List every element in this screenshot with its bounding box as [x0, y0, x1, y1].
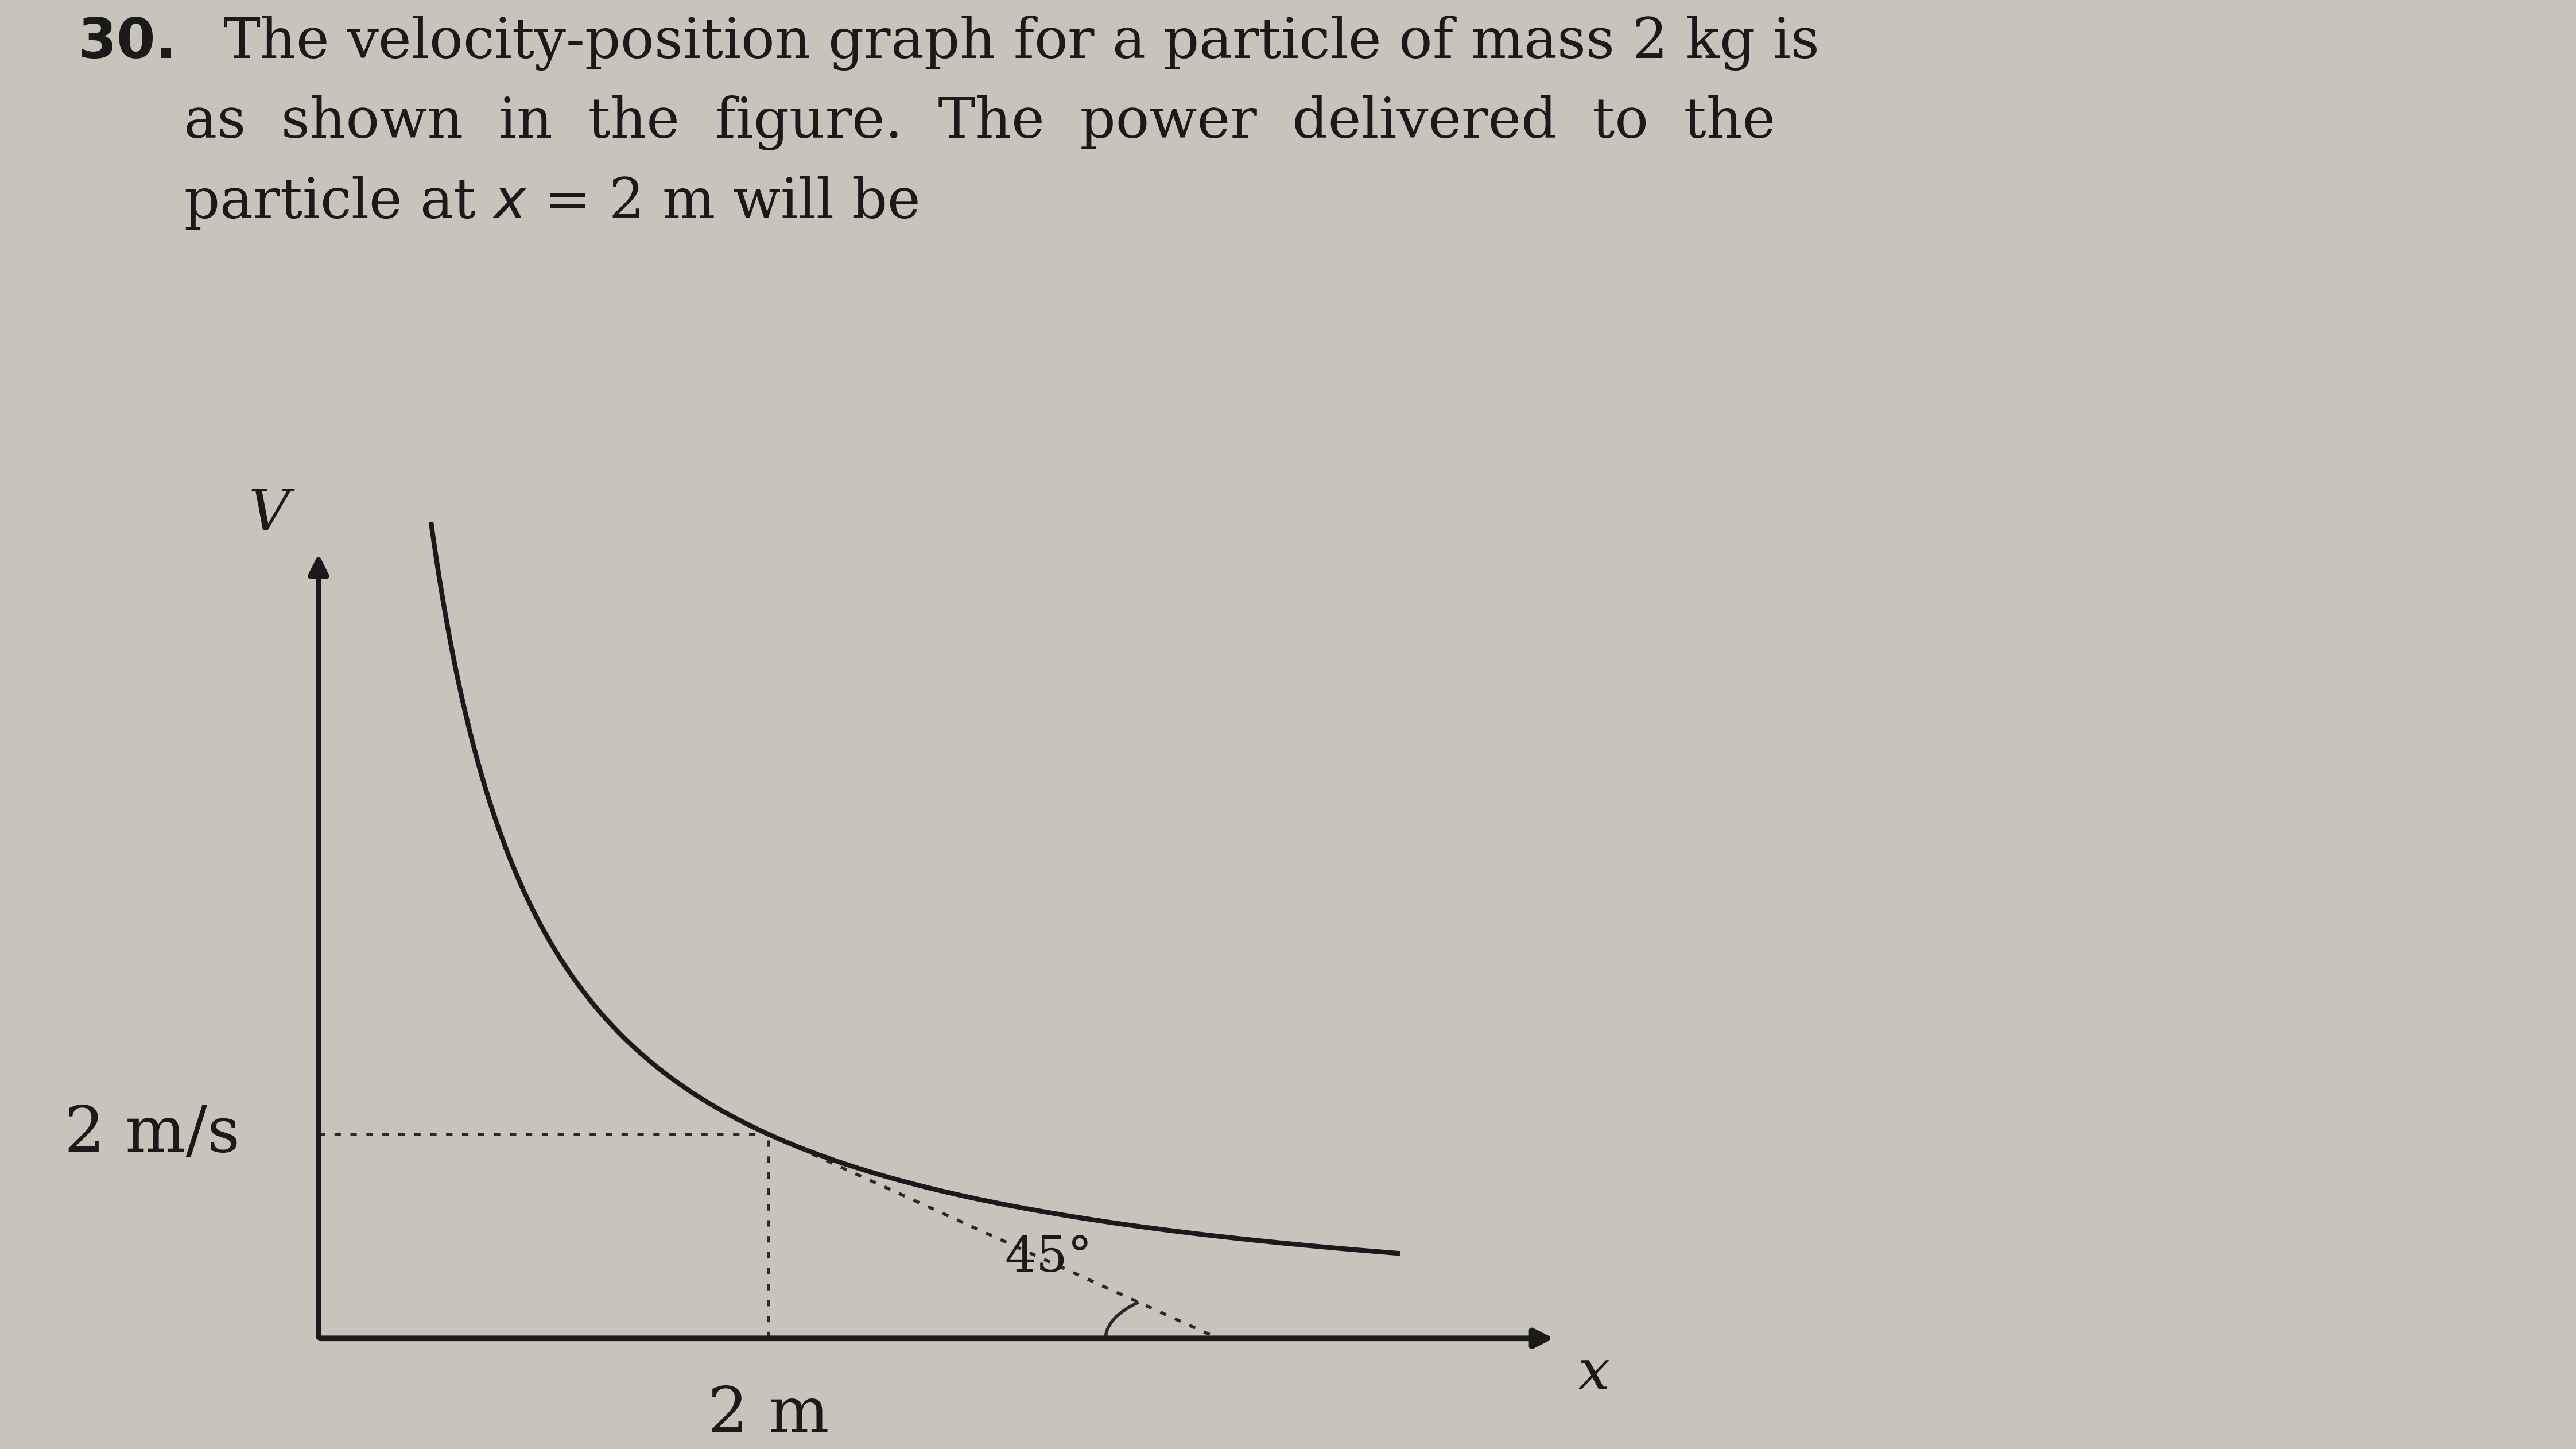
Text: 45°: 45° [1005, 1235, 1092, 1282]
Text: V: V [247, 487, 289, 542]
Text: x: x [1579, 1346, 1610, 1401]
Text: $\mathbf{30.}$  The velocity-position graph for a particle of mass 2 kg is
     : $\mathbf{30.}$ The velocity-position gra… [77, 14, 1816, 230]
Text: 2 m/s: 2 m/s [64, 1104, 240, 1165]
Text: 2 m: 2 m [708, 1384, 829, 1446]
